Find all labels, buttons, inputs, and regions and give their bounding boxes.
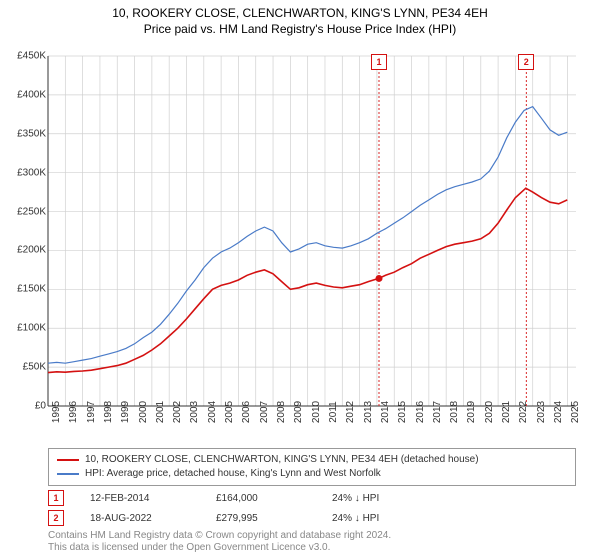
- x-tick-label: 2006: [241, 401, 252, 423]
- x-tick-label: 1995: [51, 401, 62, 423]
- x-tick-label: 2001: [155, 401, 166, 423]
- x-tick-label: 2024: [553, 401, 564, 423]
- x-tick-label: 2021: [501, 401, 512, 423]
- x-tick-label: 2004: [207, 401, 218, 423]
- x-tick-label: 2020: [484, 401, 495, 423]
- x-tick-label: 2015: [397, 401, 408, 423]
- event-marker-box: 2: [48, 510, 64, 526]
- event-row: 2 18-AUG-2022 £279,995 24% ↓ HPI: [48, 510, 576, 526]
- event-date: 18-AUG-2022: [90, 513, 190, 524]
- event-price: £164,000: [216, 493, 306, 504]
- x-tick-label: 2016: [415, 401, 426, 423]
- copyright-line2: This data is licensed under the Open Gov…: [48, 542, 576, 554]
- events-table: 1 12-FEB-2014 £164,000 24% ↓ HPI 2 18-AUG-202…: [48, 490, 576, 530]
- x-tick-label: 2014: [380, 401, 391, 423]
- event-marker-box: 1: [48, 490, 64, 506]
- legend-swatch: [57, 473, 79, 475]
- event-date: 12-FEB-2014: [90, 493, 190, 504]
- legend-box: 10, ROOKERY CLOSE, CLENCHWARTON, KING'S …: [48, 448, 576, 486]
- chart-container: 10, ROOKERY CLOSE, CLENCHWARTON, KING'S …: [0, 0, 600, 560]
- legend-label: HPI: Average price, detached house, King…: [85, 467, 381, 481]
- legend-swatch: [57, 459, 79, 461]
- x-tick-label: 2005: [224, 401, 235, 423]
- y-tick-label: £400K: [17, 89, 46, 100]
- x-tick-label: 2023: [536, 401, 547, 423]
- y-tick-label: £0: [35, 401, 46, 412]
- x-tick-label: 1999: [120, 401, 131, 423]
- x-tick-label: 1998: [103, 401, 114, 423]
- y-tick-label: £350K: [17, 128, 46, 139]
- x-tick-label: 2002: [172, 401, 183, 423]
- x-tick-label: 2008: [276, 401, 287, 423]
- x-tick-label: 2018: [449, 401, 460, 423]
- x-tick-label: 1996: [68, 401, 79, 423]
- x-tick-label: 2003: [189, 401, 200, 423]
- y-tick-label: £150K: [17, 284, 46, 295]
- x-tick-label: 2017: [432, 401, 443, 423]
- copyright-line1: Contains HM Land Registry data © Crown c…: [48, 530, 576, 542]
- event-row: 1 12-FEB-2014 £164,000 24% ↓ HPI: [48, 490, 576, 506]
- x-tick-label: 2022: [518, 401, 529, 423]
- x-tick-label: 2011: [328, 401, 339, 423]
- x-tick-label: 2000: [138, 401, 149, 423]
- x-tick-label: 2010: [311, 401, 322, 423]
- legend-row: HPI: Average price, detached house, King…: [57, 467, 567, 481]
- event-price: £279,995: [216, 513, 306, 524]
- legend-label: 10, ROOKERY CLOSE, CLENCHWARTON, KING'S …: [85, 453, 479, 467]
- y-tick-label: £250K: [17, 206, 46, 217]
- y-tick-label: £450K: [17, 51, 46, 62]
- event-delta: 24% ↓ HPI: [332, 493, 422, 504]
- copyright: Contains HM Land Registry data © Crown c…: [48, 530, 576, 554]
- legend-row: 10, ROOKERY CLOSE, CLENCHWARTON, KING'S …: [57, 453, 567, 467]
- event-delta: 24% ↓ HPI: [332, 513, 422, 524]
- x-tick-label: 1997: [86, 401, 97, 423]
- y-tick-label: £200K: [17, 245, 46, 256]
- x-tick-label: 2025: [570, 401, 581, 423]
- x-tick-label: 2007: [259, 401, 270, 423]
- x-axis-labels: 1995199619971998199920002001200220032004…: [48, 406, 576, 446]
- title-address: 10, ROOKERY CLOSE, CLENCHWARTON, KING'S …: [0, 6, 600, 20]
- y-tick-label: £300K: [17, 167, 46, 178]
- event-marker-1: 1: [371, 54, 387, 70]
- title-subtitle: Price paid vs. HM Land Registry's House …: [0, 22, 600, 36]
- title-block: 10, ROOKERY CLOSE, CLENCHWARTON, KING'S …: [0, 0, 600, 36]
- x-tick-label: 2012: [345, 401, 356, 423]
- x-tick-label: 2013: [363, 401, 374, 423]
- y-tick-label: £100K: [17, 323, 46, 334]
- event-marker-2: 2: [518, 54, 534, 70]
- x-tick-label: 2009: [293, 401, 304, 423]
- x-tick-label: 2019: [466, 401, 477, 423]
- y-tick-label: £50K: [23, 362, 46, 373]
- chart-svg: [48, 56, 576, 406]
- y-axis-labels: £0£50K£100K£150K£200K£250K£300K£350K£400…: [2, 56, 46, 406]
- chart-area: £0£50K£100K£150K£200K£250K£300K£350K£400…: [48, 56, 576, 406]
